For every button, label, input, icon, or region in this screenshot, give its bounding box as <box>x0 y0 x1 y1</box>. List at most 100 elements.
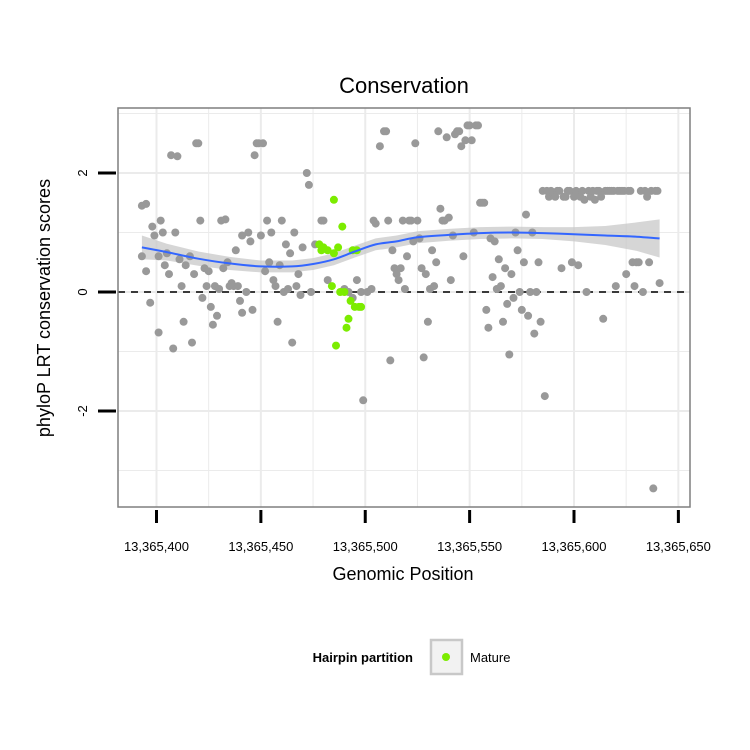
data-point <box>148 222 157 231</box>
data-point <box>273 317 282 326</box>
data-point <box>375 142 384 151</box>
y-axis-title: phyloP LRT conservation scores <box>34 179 54 437</box>
data-point <box>611 282 620 291</box>
data-point <box>215 285 224 293</box>
data-point <box>653 186 662 195</box>
data-point <box>236 296 244 305</box>
data-point <box>638 288 647 296</box>
data-point <box>409 237 418 246</box>
data-point <box>259 139 267 148</box>
data-point-mature <box>332 341 340 350</box>
data-point <box>290 228 299 237</box>
data-point-mature <box>323 246 332 255</box>
data-point <box>242 288 251 296</box>
data-point <box>567 258 576 267</box>
legend-key-box <box>429 638 464 676</box>
data-point <box>271 282 280 291</box>
data-point <box>488 273 497 282</box>
data-point <box>494 255 503 264</box>
data-point <box>208 320 217 329</box>
data-point <box>394 276 403 285</box>
data-point <box>572 186 581 195</box>
loess-smooth-line <box>141 231 660 268</box>
data-point <box>267 228 276 237</box>
data-point <box>580 195 589 204</box>
data-point <box>298 243 307 252</box>
data-point <box>219 264 228 273</box>
data-point <box>400 285 409 293</box>
data-point <box>398 216 407 225</box>
data-point <box>457 142 466 151</box>
data-point-mature <box>329 249 338 258</box>
data-point <box>265 258 274 267</box>
data-point <box>423 317 432 326</box>
data-point <box>248 305 257 314</box>
data-point-mature <box>344 314 353 323</box>
data-point <box>524 311 533 320</box>
data-point <box>446 276 455 285</box>
data-point <box>417 264 426 273</box>
data-point <box>165 270 173 279</box>
data-point <box>302 169 311 177</box>
data-point <box>158 228 167 237</box>
data-point <box>526 288 535 296</box>
data-point <box>565 186 574 195</box>
series-mature-points <box>315 195 366 350</box>
data-point <box>482 305 491 314</box>
data-point <box>202 282 211 291</box>
data-point <box>461 136 470 145</box>
data-point <box>206 302 215 311</box>
chart-title: Conservation <box>339 73 469 98</box>
data-point <box>501 264 510 273</box>
data-point <box>555 186 564 195</box>
data-point <box>388 246 397 255</box>
data-point <box>382 127 391 136</box>
data-point <box>444 213 453 222</box>
data-point <box>198 293 207 302</box>
panel-border <box>117 107 691 508</box>
data-point <box>649 484 658 493</box>
data-point <box>474 121 482 130</box>
data-point <box>177 282 186 291</box>
data-point <box>288 338 297 347</box>
data-point <box>286 249 295 258</box>
data-point <box>413 216 422 225</box>
data-point <box>277 216 286 225</box>
data-point <box>536 317 545 326</box>
data-point <box>419 353 428 362</box>
legend-title: Hairpin partition <box>313 650 413 665</box>
data-point <box>540 392 549 401</box>
data-point <box>142 267 151 276</box>
data-point <box>557 264 566 273</box>
data-point <box>319 216 328 225</box>
data-point <box>428 246 437 255</box>
data-point <box>503 299 512 308</box>
series-other-points <box>137 121 664 493</box>
data-point <box>269 276 278 285</box>
data-point <box>582 288 591 296</box>
data-point <box>171 228 180 237</box>
data-point <box>160 261 169 270</box>
data-point <box>530 329 539 338</box>
data-point <box>150 231 159 240</box>
data-point <box>296 291 305 299</box>
x-tick-label: 13,365,500 <box>333 539 398 554</box>
data-point <box>467 136 476 145</box>
data-point <box>181 261 190 270</box>
legend-label-mature: Mature <box>470 650 510 665</box>
data-point <box>231 246 240 255</box>
data-point <box>490 237 499 246</box>
data-point <box>455 127 464 136</box>
data-point-mature <box>346 296 355 305</box>
data-point <box>367 285 376 293</box>
data-point <box>323 276 332 285</box>
data-point <box>634 258 643 267</box>
data-point <box>250 151 259 160</box>
data-point <box>357 288 366 296</box>
data-point <box>643 192 652 201</box>
data-point <box>238 308 247 317</box>
data-point <box>194 139 203 148</box>
grid-lines <box>118 108 690 507</box>
